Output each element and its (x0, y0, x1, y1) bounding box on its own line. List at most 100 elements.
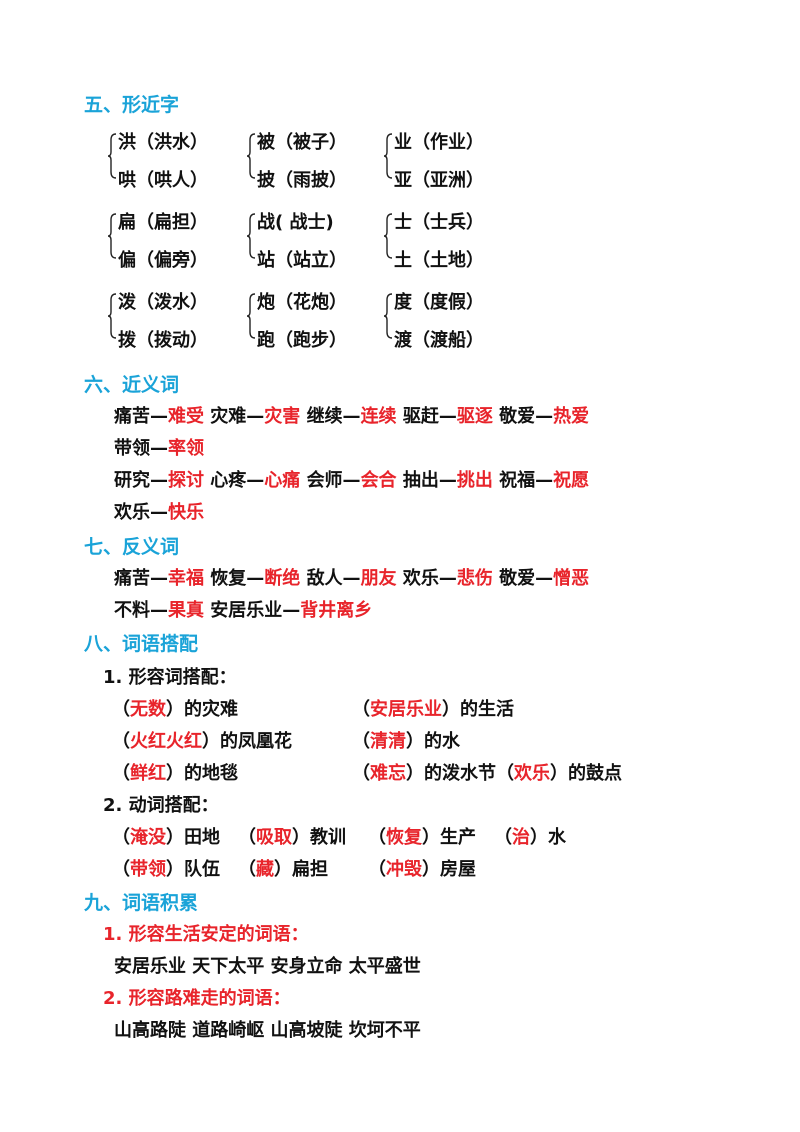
jinyi-answer: 会合 (360, 470, 397, 491)
dapei-phrase: （淹没）田地 (112, 823, 220, 849)
dapei-phrase: （火红火红）的凤凰花 (112, 727, 292, 753)
fanyi-word: 敌人— (306, 568, 361, 589)
xingjin-item: 站（站立） (257, 250, 347, 271)
fanyi-answer: 憎恶 (553, 568, 590, 589)
dapei-text: （ (352, 699, 370, 720)
dapei-answer: 冲毁 (386, 859, 422, 880)
dapei-text: （ (368, 859, 386, 880)
brace-icon (384, 132, 398, 180)
dapei-answer: 清清 (370, 731, 406, 752)
fanyi-row: 不料—果真 安居乐业—背井离乡 (114, 596, 372, 622)
dapei-phrase: （藏）扁担 (238, 855, 328, 881)
dapei-answer: 淹没 (130, 827, 166, 848)
fanyi-row: 痛苦—幸福 恢复—断绝 敌人—朋友 欢乐—悲伤 敬爱—憎恶 (114, 564, 589, 590)
xingjin-item: 士（士兵） (394, 212, 484, 233)
xingjin-item: 拨（拨动） (118, 330, 208, 351)
jilei-words-1: 安居乐业 天下太平 安身立命 太平盛世 (114, 956, 421, 977)
dapei-text: ）的鼓点 (550, 763, 622, 784)
section-title-ciyudapei: 八、词语搭配 (84, 633, 199, 655)
dapei-text: ）扁担 (274, 859, 328, 880)
brace-icon (247, 212, 261, 260)
jinyi-answer: 心痛 (264, 470, 301, 491)
xingjin-item: 泼（泼水） (118, 292, 208, 313)
xingjin-item: 渡（渡船） (394, 330, 484, 351)
xingjin-item: 洪（洪水） (118, 132, 208, 153)
dapei-text: （ (368, 827, 386, 848)
jinyi-answer: 快乐 (168, 502, 204, 523)
dapei-phrase: （清清）的水 (352, 727, 460, 753)
brace-icon (247, 292, 261, 340)
dapei-text: ）的凤凰花 (202, 731, 292, 752)
xingjin-item: 亚（亚洲） (394, 170, 484, 191)
dapei-phrase: （安居乐业）的生活 (352, 695, 514, 721)
xingjin-item: 跑（跑步） (257, 330, 347, 351)
jinyi-word: 带领— (114, 438, 168, 459)
jinyi-answer: 难受 (168, 406, 204, 427)
fanyi-word: 不料— (114, 600, 168, 621)
dapei-answer: 欢乐 (514, 763, 550, 784)
dapei-text: ）的水 (406, 731, 460, 752)
dapei-answer: 火红火红 (130, 731, 202, 752)
xingjin-item: 业（作业） (394, 132, 484, 153)
dapei-phrase: （鲜红）的地毯 (112, 759, 238, 785)
dapei-text: ）田地 (166, 827, 220, 848)
jinyi-word: 敬爱— (499, 406, 554, 427)
dapei-text: （ (112, 859, 130, 880)
dapei-answer: 恢复 (386, 827, 422, 848)
jinyi-answer: 挑出 (456, 470, 493, 491)
dapei-phrase: （吸取）教训 (238, 823, 346, 849)
fanyi-word: 恢复— (210, 568, 265, 589)
jinyi-word: 会师— (306, 470, 361, 491)
dapei-phrase: （冲毁）房屋 (368, 855, 476, 881)
dapei-text: ）房屋 (422, 859, 476, 880)
xingjin-item: 披（雨披） (257, 170, 347, 191)
jinyi-row: 带领—率领 (114, 434, 204, 460)
jinyi-word: 灾难— (210, 406, 265, 427)
jinyi-word: 驱赶— (402, 406, 457, 427)
fanyi-word: 欢乐— (402, 568, 457, 589)
jinyi-word: 祝福— (499, 470, 554, 491)
xingjin-item: 战( 战士) (257, 212, 334, 233)
dapei-phrase: （难忘）的泼水节（欢乐）的鼓点 (352, 759, 622, 785)
xingjin-item: 被（被子） (257, 132, 347, 153)
dapei-answer: 治 (512, 827, 530, 848)
dapei-text: （ (238, 859, 256, 880)
dapei-text: （ (494, 827, 512, 848)
section-title-fanyici: 七、反义词 (84, 536, 180, 558)
dapei-answer: 安居乐业 (370, 699, 442, 720)
dapei-answer: 鲜红 (130, 763, 166, 784)
jinyi-answer: 祝愿 (553, 470, 590, 491)
jinyi-answer: 驱逐 (456, 406, 493, 427)
dapei-text: （ (238, 827, 256, 848)
dapei-text: ）的灾难 (166, 699, 238, 720)
brace-icon (108, 292, 122, 340)
dapei-phrase: （恢复）生产 (368, 823, 476, 849)
dapei-text: （ (352, 763, 370, 784)
jilei-subtitle-2: 2. 形容路难走的词语： (103, 988, 291, 1009)
jinyi-answer: 连续 (360, 406, 397, 427)
dapei-phrase: （治）水 (494, 823, 566, 849)
jinyi-answer: 率领 (168, 438, 204, 459)
xingjin-item: 土（土地） (394, 250, 484, 271)
fanyi-answer: 背井离乡 (300, 600, 373, 621)
jinyi-word: 心疼— (210, 470, 265, 491)
jinyi-word: 抽出— (402, 470, 457, 491)
section-title-xingjinzi: 五、形近字 (84, 94, 180, 116)
verb-dapei-title: 2. 动词搭配： (103, 795, 219, 816)
dapei-text: （ (112, 699, 130, 720)
section-title-ciyujilei: 九、词语积累 (84, 892, 199, 914)
jinyi-word: 痛苦— (114, 406, 168, 427)
dapei-text: ）生产 (422, 827, 476, 848)
dapei-phrase: （无数）的灾难 (112, 695, 238, 721)
brace-icon (108, 212, 122, 260)
jinyi-word: 研究— (114, 470, 168, 491)
brace-icon (108, 132, 122, 180)
jinyi-answer: 探讨 (168, 470, 204, 491)
jilei-words-2: 山高路陡 道路崎岖 山高坡陡 坎坷不平 (114, 1020, 421, 1041)
brace-icon (384, 212, 398, 260)
dapei-text: ）的泼水节（ (406, 763, 514, 784)
xingjin-item: 哄（哄人） (118, 170, 208, 191)
xingjin-item: 炮（花炮） (257, 292, 347, 313)
jinyi-answer: 热爱 (553, 406, 590, 427)
dapei-answer: 吸取 (256, 827, 292, 848)
